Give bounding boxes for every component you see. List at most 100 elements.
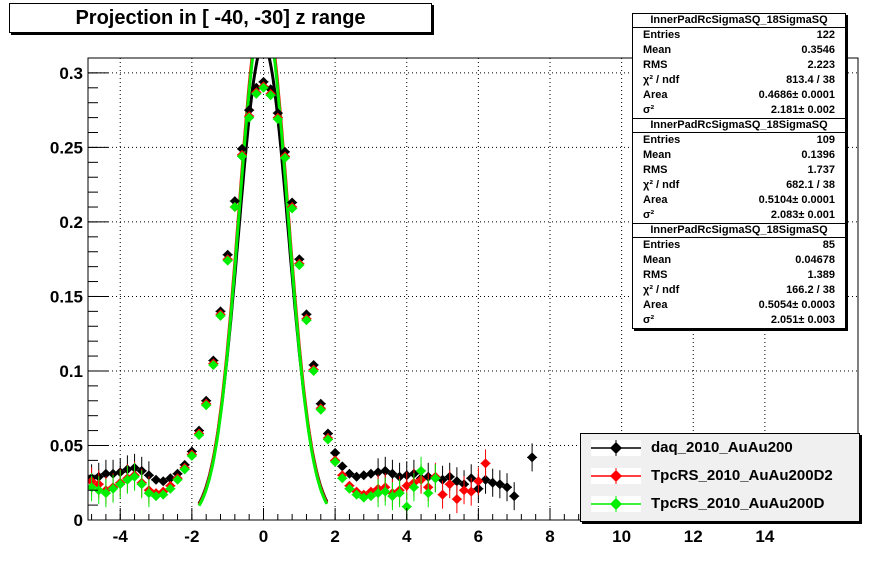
x-tick-label: 8 <box>545 527 554 546</box>
data-point <box>237 143 247 154</box>
data-point <box>459 485 470 496</box>
stat-value: 85 <box>822 239 835 251</box>
chart-title: Projection in [ -40, -30] z range <box>9 3 432 33</box>
x-tick-label: -2 <box>184 527 199 546</box>
stat-value: 682.1 / 38 <box>786 179 835 191</box>
data-point <box>416 465 427 476</box>
data-point <box>129 471 140 482</box>
stat-key: RMS <box>643 59 668 71</box>
x-tick-label: 12 <box>684 527 703 546</box>
stat-key: Mean <box>643 44 672 56</box>
stat-row: σ² 2.181± 0.002 <box>633 103 845 118</box>
stat-value: 0.5104± 0.0001 <box>758 194 835 206</box>
x-tick-label: 4 <box>402 527 412 546</box>
legend-item: TpcRS_2010_AuAu200D2 <box>581 462 859 490</box>
data-point <box>322 434 333 445</box>
data-point <box>194 430 205 441</box>
data-point <box>136 479 147 490</box>
data-point <box>337 473 348 484</box>
stat-value: 2.083± 0.001 <box>770 209 835 221</box>
y-tick-label: 0.05 <box>50 436 83 455</box>
data-point <box>330 456 341 467</box>
legend-marker-icon <box>591 440 641 456</box>
x-tick-label: 0 <box>259 527 268 546</box>
y-tick-label: 0.2 <box>59 213 83 232</box>
data-point <box>244 112 255 123</box>
data-point <box>373 488 384 499</box>
data-point <box>408 482 419 493</box>
stat-key: σ² <box>643 104 655 116</box>
stat-key: RMS <box>643 269 668 281</box>
stat-box: InnerPadRcSigmaSQ_18SigmaSQ Entries 85 Mean… <box>632 223 846 329</box>
stat-key: σ² <box>643 314 655 326</box>
stat-value: 813.4 / 38 <box>786 74 835 86</box>
data-point <box>172 474 183 485</box>
data-point <box>373 467 384 478</box>
data-point <box>502 482 513 493</box>
x-tick-label: 2 <box>330 527 339 546</box>
data-point <box>473 476 484 487</box>
data-point <box>451 494 462 505</box>
data-point <box>237 151 247 162</box>
data-point <box>330 447 341 458</box>
legend-item: daq_2010_AuAu200 <box>581 434 859 462</box>
stat-value: 0.5054± 0.0003 <box>758 299 835 311</box>
stat-box: InnerPadRcSigmaSQ_18SigmaSQ Entries 122 Mea… <box>632 13 846 119</box>
data-point <box>115 479 126 490</box>
data-point <box>480 458 491 469</box>
data-point <box>143 470 154 481</box>
stat-key: RMS <box>643 164 668 176</box>
data-point <box>258 82 269 93</box>
stat-row: Mean 0.04678 <box>633 253 845 268</box>
data-point <box>151 474 162 485</box>
data-point <box>358 470 369 481</box>
data-point <box>509 491 520 502</box>
x-tick-label: 6 <box>474 527 483 546</box>
stat-key: Mean <box>643 149 672 161</box>
stat-key: χ² / ndf <box>643 179 680 191</box>
data-point <box>272 114 283 125</box>
stat-key: χ² / ndf <box>643 74 680 86</box>
stat-key: Area <box>643 299 668 311</box>
stat-value: 1.389 <box>807 269 835 281</box>
stat-key: Area <box>643 194 668 206</box>
stat-key: σ² <box>643 209 655 221</box>
data-point <box>344 483 355 494</box>
stat-value: 0.4686± 0.0001 <box>758 89 835 101</box>
fit-curve <box>197 58 329 507</box>
data-point <box>444 479 455 490</box>
stat-row: Area 0.4686± 0.0001 <box>633 88 845 103</box>
data-point <box>186 450 197 461</box>
stat-row: RMS 1.737 <box>633 163 845 178</box>
stat-row: RMS 2.223 <box>633 58 845 73</box>
stat-key: χ² / ndf <box>643 284 680 296</box>
data-point <box>179 464 190 475</box>
data-point <box>201 400 212 411</box>
plot-frame <box>87 57 859 521</box>
series-TpcRS_2010_AuAu200D2 <box>88 81 491 514</box>
data-point <box>365 468 376 479</box>
stat-row: Area 0.5054± 0.0003 <box>633 298 845 313</box>
legend-item: TpcRS_2010_AuAu200D <box>581 490 859 518</box>
stat-row: Mean 0.1396 <box>633 148 845 163</box>
x-tick-label: -4 <box>113 527 129 546</box>
x-tick-label: 10 <box>612 527 631 546</box>
stat-value: 122 <box>816 29 835 41</box>
data-point <box>222 255 233 266</box>
y-tick-labels: 0 0.05 0.1 0.15 0.2 0.25 0.3 <box>50 64 83 530</box>
legend-marker-icon <box>591 468 641 484</box>
y-tick-label: 0.1 <box>59 362 83 381</box>
data-point <box>430 473 441 484</box>
stat-row: Mean 0.3546 <box>633 43 845 58</box>
data-point <box>151 491 162 502</box>
data-point <box>251 88 262 99</box>
data-point <box>100 488 111 499</box>
data-point <box>265 90 276 101</box>
stat-key: Entries <box>643 29 681 41</box>
stat-value: 166.2 / 38 <box>786 284 835 296</box>
stat-value: 1.737 <box>807 164 835 176</box>
y-tick-label: 0.15 <box>50 287 83 306</box>
legend-label: TpcRS_2010_AuAu200D <box>651 495 825 512</box>
stat-key: Mean <box>643 254 672 266</box>
data-point <box>315 404 326 415</box>
